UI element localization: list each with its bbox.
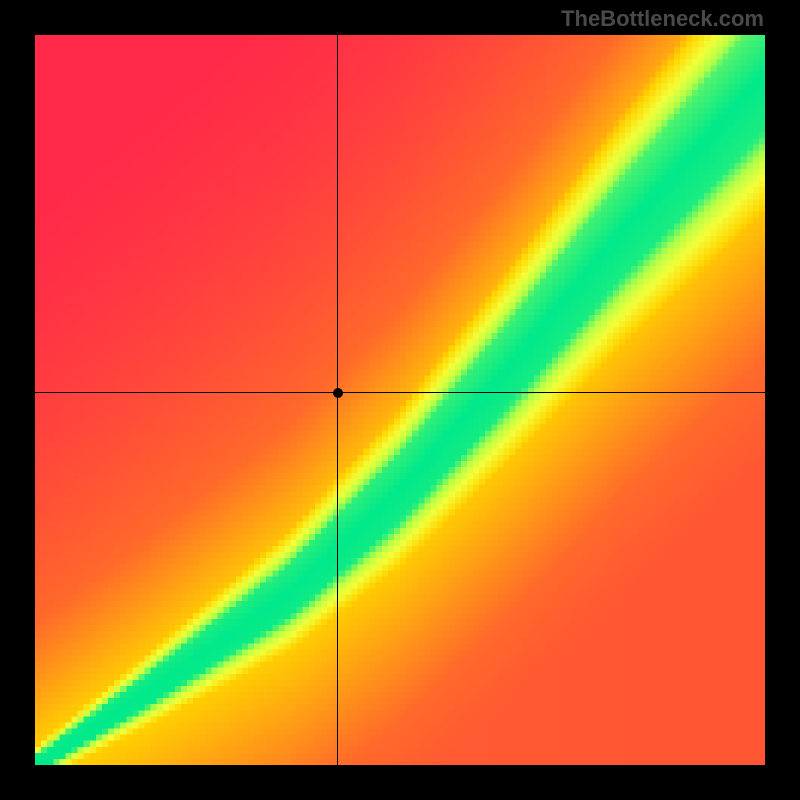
source-watermark: TheBottleneck.com — [561, 6, 764, 32]
chart-container: { "source_watermark": { "text": "TheBott… — [0, 0, 800, 800]
bottleneck-heatmap — [35, 35, 765, 765]
crosshair-marker — [333, 388, 343, 398]
crosshair-vertical — [337, 35, 338, 765]
crosshair-horizontal — [35, 392, 765, 393]
